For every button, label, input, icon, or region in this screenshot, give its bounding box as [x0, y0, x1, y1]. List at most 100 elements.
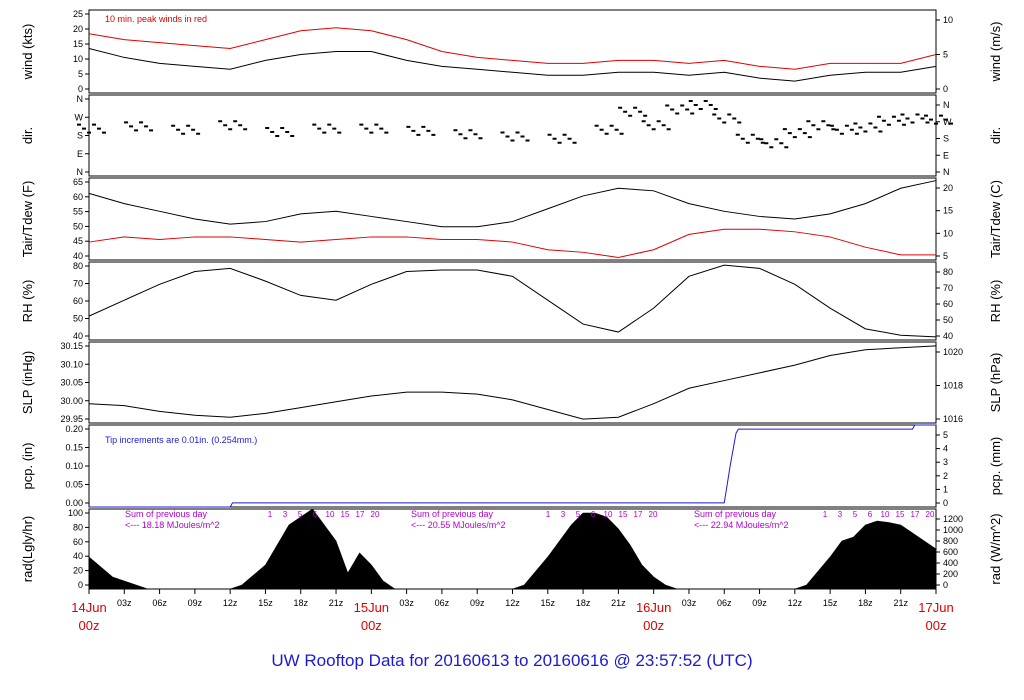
ytick-label-right-rad: 400 [943, 558, 958, 568]
ytick-label-right-pcp: 2 [943, 471, 948, 481]
day-label-date: 16Jun [636, 600, 671, 615]
panel-dir [77, 94, 953, 177]
dir-point [792, 136, 797, 139]
ytick-label-left-rh: 70 [73, 279, 83, 289]
dir-point [317, 127, 322, 130]
dir-point [426, 129, 431, 132]
dir-point [939, 114, 943, 117]
ytick-label-left-temp: 40 [73, 251, 83, 261]
xtick-label: 06z [717, 598, 732, 608]
dir-point [834, 128, 839, 131]
dir-point [562, 133, 567, 136]
dir-point [359, 123, 364, 126]
dir-point [839, 132, 844, 135]
dir-point [807, 136, 812, 139]
rad-hour-label: 5 [853, 510, 858, 519]
rad-hour-label: 15 [896, 510, 905, 519]
ytick-label-left-temp: 55 [73, 207, 83, 217]
xtick-label: 03z [682, 598, 697, 608]
dir-point [223, 124, 228, 127]
ytick-label-left-temp: 65 [73, 177, 83, 187]
ytick-label-right-temp: 10 [943, 228, 953, 238]
ytick-label-right-pcp: 3 [943, 457, 948, 467]
day-label-time: 00z [361, 618, 382, 633]
dir-point [594, 124, 599, 127]
ytick-label-left-wind: 5 [78, 69, 83, 79]
dir-point [844, 124, 849, 127]
xtick-label: 18z [858, 598, 873, 608]
dir-point [618, 106, 623, 109]
dir-point [643, 114, 648, 117]
dir-point [270, 131, 275, 133]
dir-point [886, 123, 891, 126]
ytick-label-right-pcp: 1 [943, 484, 948, 494]
xtick-label: 15z [541, 598, 556, 608]
rad-daily-sum: <--- 20.55 MJoules/m^2 [411, 520, 506, 530]
rad-hour-label: 5 [576, 510, 581, 519]
dir-point [374, 123, 379, 126]
ytick-label-right-rad: 200 [943, 569, 958, 579]
dir-point [910, 121, 915, 124]
ylabel-right-dir: dir. [988, 127, 1003, 144]
dir-point [651, 128, 656, 131]
dir-point [463, 137, 468, 140]
dir-point [708, 104, 713, 106]
dir-point [868, 122, 873, 125]
rad-hour-label: 3 [283, 510, 288, 519]
ytick-label-right-rh: 40 [943, 331, 953, 341]
dir-point [698, 108, 703, 110]
xtick-label: 09z [188, 598, 203, 608]
rad-hour-label: 15 [341, 510, 350, 519]
panel-frame-temp [88, 177, 937, 261]
ytick-label-left-dir: E [77, 149, 83, 159]
dir-point [779, 142, 784, 145]
dir-point [891, 115, 896, 118]
dir-point [878, 130, 883, 133]
rad-hour-label: 20 [649, 510, 658, 519]
dir-point [458, 133, 463, 136]
dir-point [510, 139, 515, 142]
dir-point [416, 133, 421, 136]
rad-hour-label: 3 [561, 510, 566, 519]
dir-point [468, 129, 473, 132]
panel-pcp [85, 424, 940, 508]
ytick-label-right-slp: 1020 [943, 347, 963, 357]
dir-point [124, 121, 129, 124]
dir-point [727, 113, 732, 116]
dir-point [525, 139, 530, 142]
dir-point [92, 123, 96, 126]
rad-daily-sum: <--- 18.18 MJoules/m^2 [125, 520, 220, 530]
day-label-date: 17Jun [918, 600, 953, 615]
dir-point [638, 110, 643, 113]
dir-point [332, 127, 337, 130]
rad-hour-label: 1 [268, 510, 273, 519]
dir-point [784, 146, 789, 149]
panel-frame-slp [88, 341, 937, 424]
ytick-label-right-rad: 1200 [943, 514, 963, 524]
dir-point [265, 127, 270, 129]
dir-point [949, 122, 953, 125]
dir-point [829, 124, 834, 127]
ytick-label-left-rh: 60 [73, 296, 83, 306]
ylabel-right-pcp: pcp. (mm) [988, 437, 1003, 496]
xtick-label: 09z [470, 598, 485, 608]
ytick-label-right-temp: 5 [943, 251, 948, 261]
rad-hour-label: 17 [356, 510, 365, 519]
dir-point [755, 137, 760, 140]
rad-hour-label: 6 [313, 510, 318, 519]
series-line-temp-0 [88, 180, 937, 228]
dir-point [633, 106, 638, 109]
dir-point [384, 131, 389, 134]
chart-title: UW Rooftop Data for 20160613 to 20160616… [271, 651, 753, 670]
rad-hour-label: 20 [371, 510, 380, 519]
ytick-label-right-slp: 1018 [943, 381, 963, 391]
xtick-label: 21z [893, 598, 908, 608]
dir-point [599, 128, 604, 131]
dir-point [925, 121, 930, 124]
ytick-label-right-wind: 0 [943, 84, 948, 94]
ytick-label-left-pcp: 0.00 [65, 498, 83, 508]
ytick-label-left-dir: N [77, 94, 84, 104]
dir-point [831, 128, 836, 131]
dir-point [732, 117, 737, 120]
xtick-label: 18z [293, 598, 308, 608]
